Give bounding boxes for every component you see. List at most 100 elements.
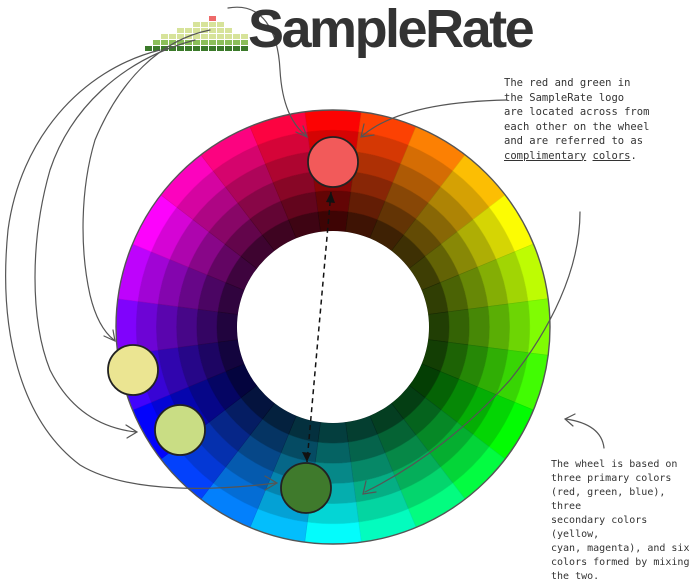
logo-bar-block <box>217 22 224 27</box>
arrow-logo-to-red <box>227 6 307 137</box>
wheel-cell <box>196 308 219 346</box>
wheel-cell <box>314 441 352 464</box>
marker-light-yellow <box>107 344 159 396</box>
wheel-cell <box>427 311 450 343</box>
logo-bar-block <box>217 34 224 39</box>
logo-bar-block <box>209 40 216 45</box>
wheel-cell <box>216 311 239 343</box>
logo-bar-block <box>177 40 184 45</box>
dashed-line-arrowhead-bottom <box>302 452 311 462</box>
logo-bar-block <box>201 34 208 39</box>
logo-bar-block <box>193 40 200 45</box>
marker-dark-green <box>280 462 332 514</box>
arrowhead-yellow <box>103 329 116 343</box>
arrowhead-light-green <box>125 424 139 439</box>
logo-bar-block <box>177 46 184 51</box>
logo-bar-block <box>225 34 232 39</box>
logo-bar-block <box>177 34 184 39</box>
wheel-cell <box>507 300 531 354</box>
logo-bar-block <box>177 28 184 33</box>
logo-bar-block <box>209 22 216 27</box>
logo-bar-block <box>209 46 216 51</box>
wheel-cell <box>527 298 551 356</box>
logo-bar-block <box>185 40 192 45</box>
wheel-cell <box>176 306 199 348</box>
wheel-cell <box>317 210 349 233</box>
annotation-line: the two. <box>551 571 600 582</box>
logo-bar-block <box>217 28 224 33</box>
wheel-outer-edge <box>115 109 551 545</box>
annotation-term: colors <box>592 149 631 162</box>
logo-bar-block <box>209 34 216 39</box>
logo-bar-block <box>185 28 192 33</box>
arrowhead-red <box>295 125 309 139</box>
annotation-line: are located across from <box>504 106 650 118</box>
logo-bar-block <box>201 40 208 45</box>
logo-bar-block <box>217 46 224 51</box>
wheel-cell <box>156 303 179 351</box>
wheel-center <box>237 231 429 423</box>
logo-bar-block <box>209 28 216 33</box>
arrow-wheel-basis-note <box>565 418 605 449</box>
logo-bar-block <box>201 22 208 27</box>
logo-bar-block <box>153 40 160 45</box>
logo-bar-block <box>233 34 240 39</box>
logo-bar-block <box>169 40 176 45</box>
logo-bar-block <box>209 16 216 21</box>
logo-bar-block <box>233 46 240 51</box>
annotation-end: . <box>630 149 637 162</box>
annotation-line: The red and green in <box>504 77 631 89</box>
annotation-line: cyan, magenta), and six <box>551 543 690 554</box>
arrowhead-wheel-basis <box>563 413 576 427</box>
logo-bar-block <box>185 46 192 51</box>
wheel-cell <box>304 521 362 545</box>
arrow-note-to-dark-green <box>364 211 581 493</box>
arrow-logo-to-yellow <box>82 29 211 341</box>
logo-text: SampleRate <box>248 0 535 59</box>
logo-bar-block <box>225 46 232 51</box>
annotation-line: each other on the wheel <box>504 120 650 133</box>
marker-red <box>307 136 359 188</box>
logo-bar-block <box>233 40 240 45</box>
color-wheel <box>115 109 551 545</box>
annotation-term: complimentary <box>504 149 587 162</box>
annotation-line: complimentary colors. <box>504 149 680 164</box>
logo-bar-block <box>193 28 200 33</box>
logo-bar-block <box>241 40 248 45</box>
wheel-cell <box>304 109 362 133</box>
logo-bar-block <box>169 34 176 39</box>
arrow-logo-to-light-green <box>34 39 196 433</box>
wheel-cell <box>467 306 490 348</box>
wheel-cell <box>447 308 470 346</box>
annotation-line: The wheel is based on <box>551 459 678 470</box>
annotation-line: secondary colors (yellow, <box>551 515 648 540</box>
logo-bar-block <box>153 46 160 51</box>
logo-bar-block <box>225 40 232 45</box>
logo-bar-block <box>217 40 224 45</box>
logo-bar-block <box>161 40 168 45</box>
annotation-line: the SampleRate logo <box>504 91 625 104</box>
arrowhead-dark-green <box>264 475 279 491</box>
annotation-complementary: The red and green in the SampleRate logo… <box>504 76 680 163</box>
annotation-line: three primary colors <box>551 473 672 484</box>
annotation-line: (red, green, blue), three <box>551 487 666 512</box>
logo-bar-block <box>241 46 248 51</box>
logo-bar-block <box>193 22 200 27</box>
dashed-line-arrowhead-top <box>326 192 335 203</box>
arrowhead-dark-green-note <box>362 480 377 495</box>
marker-light-green <box>154 404 206 456</box>
logo-bar-block <box>161 34 168 39</box>
annotation-line: colors formed by mixing <box>551 557 690 568</box>
logo-bar-block <box>169 46 176 51</box>
arrowhead-note-red <box>360 123 375 138</box>
logo-bar-block <box>145 46 152 51</box>
arrow-logo-to-dark-green <box>5 49 277 489</box>
logo-bar-block <box>201 28 208 33</box>
wheel-cell <box>317 421 349 444</box>
logo-equalizer-icon <box>145 16 248 51</box>
logo-bar-block <box>225 28 232 33</box>
arrow-note-to-red <box>361 99 508 137</box>
wheel-cell <box>487 303 510 351</box>
annotation-wheel-basis: The wheel is based on three primary colo… <box>551 458 692 584</box>
